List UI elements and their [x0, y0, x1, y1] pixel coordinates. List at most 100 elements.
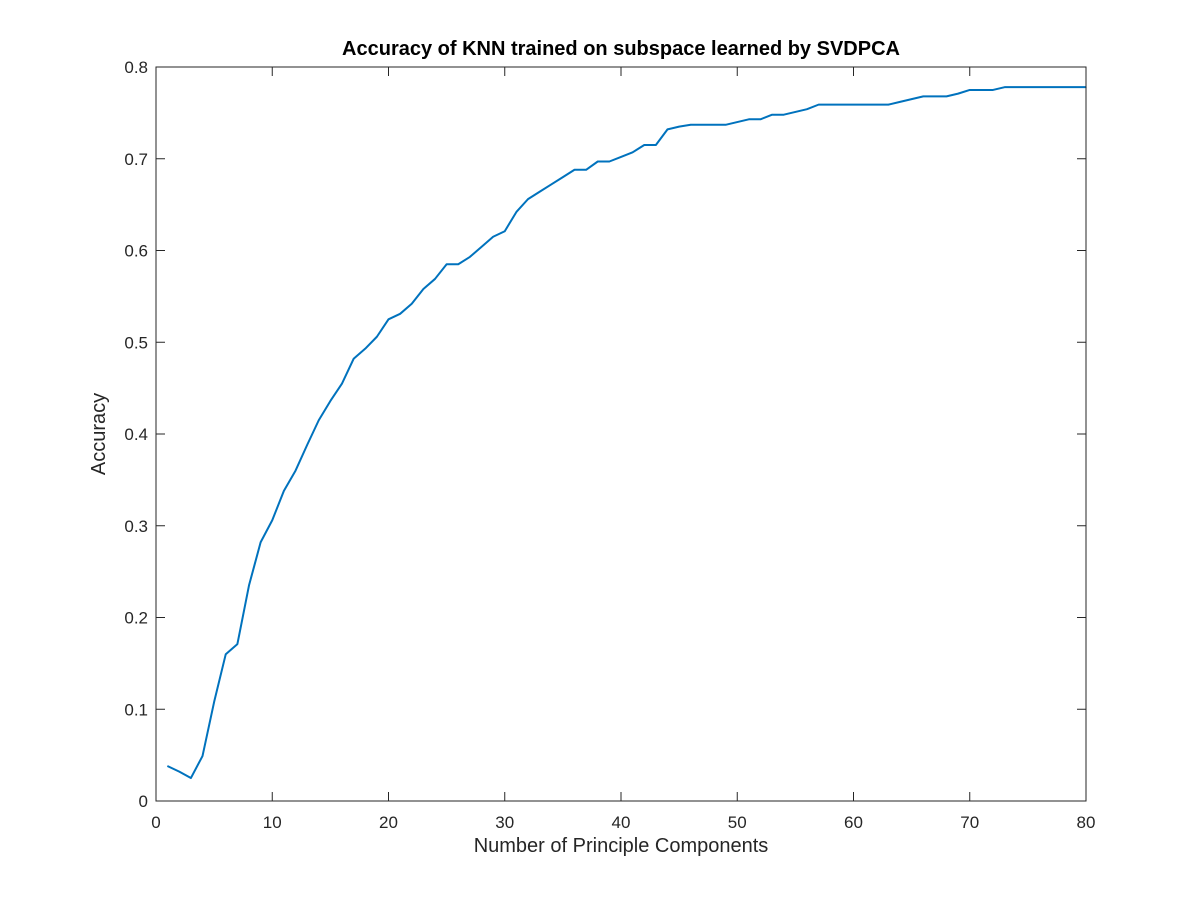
- axes-box: [155, 66, 1087, 802]
- data-point: [632, 151, 634, 153]
- data-point: [446, 263, 448, 265]
- data-point: [167, 765, 169, 767]
- data-point: [341, 382, 343, 385]
- data-point: [864, 104, 866, 106]
- data-point: [887, 104, 889, 106]
- data-point: [829, 104, 831, 106]
- data-point: [1073, 86, 1075, 88]
- data-point: [318, 419, 320, 421]
- data-point: [353, 358, 355, 360]
- data-point: [294, 470, 297, 472]
- data-point: [620, 156, 622, 158]
- data-point: [539, 191, 541, 193]
- data-point: [504, 230, 506, 232]
- series-layer: [167, 86, 1087, 780]
- data-point: [725, 124, 727, 126]
- data-point: [945, 95, 948, 97]
- data-point: [562, 176, 564, 178]
- data-point: [515, 211, 517, 213]
- data-point: [283, 490, 285, 492]
- y-tick-label: 0.3: [124, 517, 148, 536]
- data-point: [597, 160, 599, 163]
- x-tick-label: 30: [495, 813, 514, 832]
- y-tick-label: 0.8: [124, 58, 148, 77]
- data-point: [411, 303, 413, 305]
- y-tick-label: 0: [139, 792, 148, 811]
- data-point: [1004, 86, 1006, 88]
- data-point: [922, 95, 924, 97]
- x-tick-label: 20: [379, 813, 398, 832]
- data-point: [213, 701, 215, 703]
- x-tick-label: 60: [844, 813, 863, 832]
- chart-title: Accuracy of KNN trained on subspace lear…: [342, 38, 900, 60]
- data-point: [899, 101, 901, 103]
- data-point: [748, 118, 750, 120]
- data-point: [701, 124, 703, 126]
- y-tick-label: 0.5: [124, 333, 148, 352]
- data-point: [364, 348, 366, 350]
- data-point: [666, 128, 669, 130]
- data-point: [225, 653, 227, 655]
- data-point: [759, 118, 762, 120]
- data-point: [655, 144, 657, 146]
- data-point: [201, 755, 204, 757]
- data-point: [190, 777, 192, 779]
- data-point: [1027, 86, 1029, 88]
- data-point: [980, 89, 982, 91]
- data-point: [248, 584, 250, 586]
- data-point: [260, 541, 262, 543]
- data-point: [713, 124, 715, 126]
- data-point: [399, 313, 401, 315]
- data-point: [550, 183, 552, 186]
- data-point: [876, 104, 878, 106]
- data-point: [329, 400, 331, 402]
- data-point: [957, 93, 959, 95]
- data-point: [806, 108, 808, 110]
- data-point: [480, 246, 483, 248]
- data-point: [434, 278, 436, 280]
- data-point: [387, 318, 390, 320]
- data-point: [573, 169, 576, 171]
- data-point: [306, 444, 308, 446]
- y-tick-label: 0.4: [124, 425, 148, 444]
- data-point: [178, 771, 180, 773]
- x-tick-label: 10: [263, 813, 282, 832]
- data-point: [992, 89, 994, 91]
- data-point: [969, 89, 971, 91]
- data-point: [690, 124, 692, 126]
- y-tick-label: 0.1: [124, 700, 148, 719]
- data-point: [492, 236, 494, 238]
- data-point: [1038, 86, 1041, 88]
- y-tick-label: 0.6: [124, 242, 148, 261]
- data-point: [527, 198, 529, 200]
- data-point: [585, 169, 587, 171]
- y-tick-label: 0.7: [124, 150, 148, 169]
- data-point: [457, 263, 459, 265]
- y-axis-label: Accuracy: [88, 393, 110, 475]
- data-point: [422, 288, 424, 290]
- data-point: [818, 104, 820, 106]
- x-axis-label: Number of Principle Components: [474, 835, 769, 857]
- y-tick-label: 0.2: [124, 609, 148, 628]
- tick-marks: [155, 66, 1087, 802]
- data-point: [934, 95, 936, 97]
- data-point: [794, 111, 796, 113]
- data-point: [852, 104, 855, 106]
- data-point: [608, 160, 610, 163]
- x-tick-label: 0: [151, 813, 160, 832]
- data-point: [771, 114, 773, 116]
- accuracy-series-line: [167, 86, 1086, 780]
- data-point: [678, 126, 680, 128]
- x-tick-label: 40: [612, 813, 631, 832]
- data-point: [1062, 86, 1064, 88]
- data-point: [736, 121, 738, 123]
- data-point: [469, 256, 471, 258]
- data-point: [783, 114, 785, 116]
- data-point: [236, 643, 238, 645]
- data-point: [376, 336, 378, 338]
- data-point: [841, 104, 843, 106]
- data-point: [271, 519, 273, 521]
- data-point: [1050, 86, 1052, 88]
